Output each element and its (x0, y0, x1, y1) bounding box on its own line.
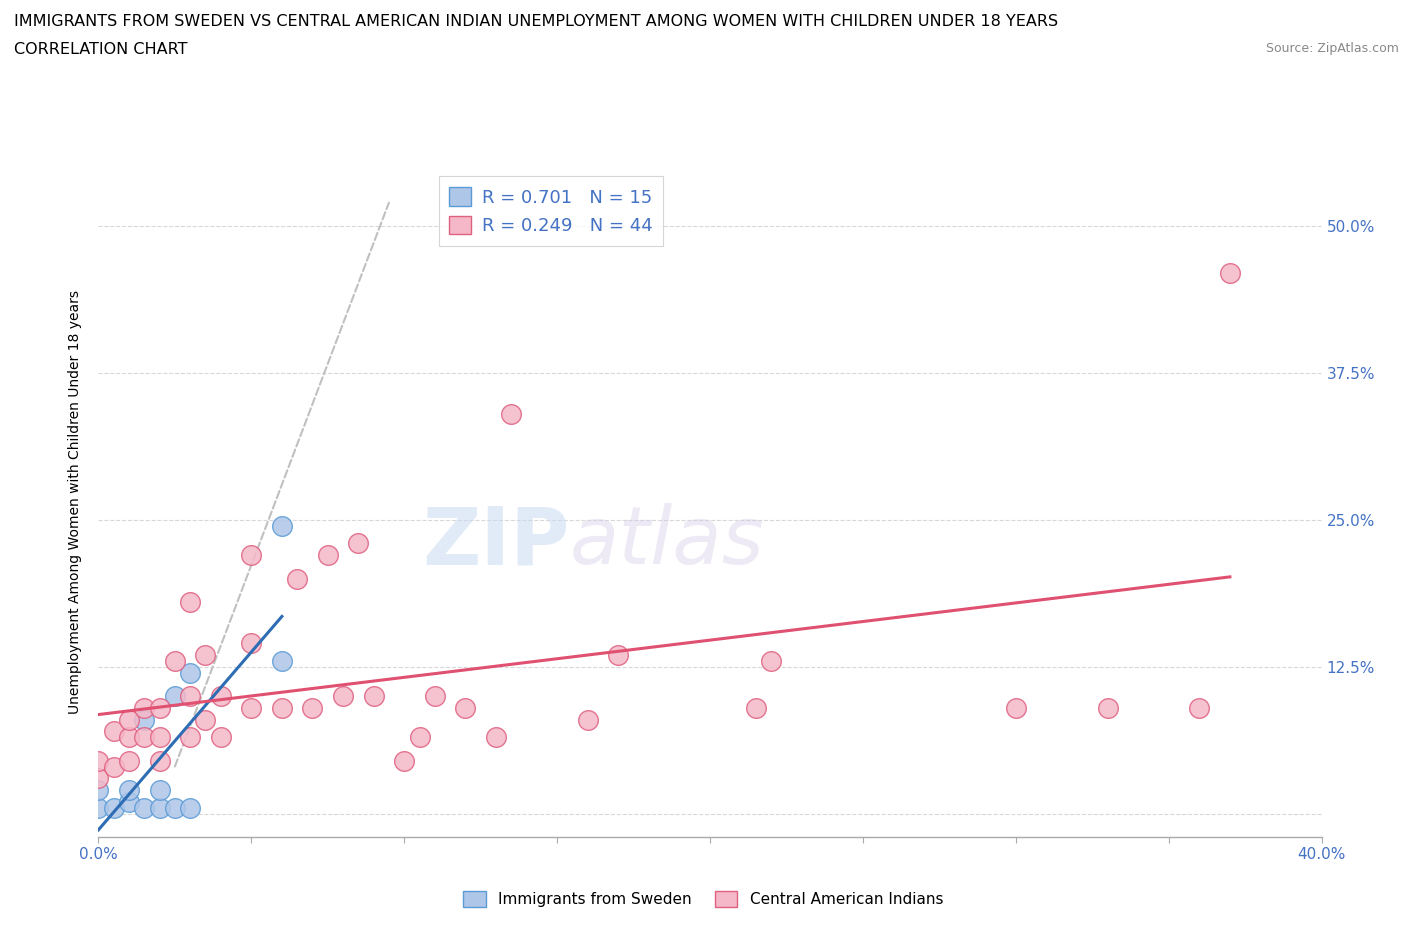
Point (87, 771, 110, 786)
Point (149, 753, 172, 768)
Point (179, 688, 201, 703)
Point (87, 753, 110, 768)
Legend: R = 0.701   N = 15, R = 0.249   N = 44: R = 0.701 N = 15, R = 0.249 N = 44 (439, 177, 664, 246)
Point (392, 753, 416, 768)
Point (134, 700, 156, 715)
Point (347, 536, 370, 551)
Point (408, 730, 430, 745)
Point (134, 730, 156, 745)
Point (270, 654, 292, 669)
Text: ZIP: ZIP (422, 503, 569, 581)
Point (163, 688, 186, 703)
Point (118, 782, 141, 797)
Point (103, 800, 125, 815)
Point (363, 688, 385, 703)
Point (118, 730, 141, 745)
Point (134, 712, 156, 727)
Point (332, 688, 354, 703)
Text: atlas: atlas (569, 503, 763, 581)
Text: IMMIGRANTS FROM SWEDEN VS CENTRAL AMERICAN INDIAN UNEMPLOYMENT AMONG WOMEN WITH : IMMIGRANTS FROM SWEDEN VS CENTRAL AMERIC… (14, 14, 1059, 29)
Point (87, 800, 110, 815)
Point (1097, 700, 1119, 715)
Point (454, 700, 477, 715)
Point (194, 712, 217, 727)
Point (149, 800, 172, 815)
Point (179, 594, 201, 609)
Point (301, 700, 323, 715)
Point (87, 782, 110, 797)
Point (163, 800, 186, 815)
Point (149, 700, 172, 715)
Point (118, 753, 141, 768)
Point (194, 647, 217, 662)
Point (1219, 266, 1241, 281)
Text: Source: ZipAtlas.com: Source: ZipAtlas.com (1265, 42, 1399, 55)
Point (576, 712, 599, 727)
Point (103, 724, 125, 738)
Point (1004, 700, 1026, 715)
Legend: Immigrants from Sweden, Central American Indians: Immigrants from Sweden, Central American… (457, 884, 949, 913)
Point (270, 700, 292, 715)
Point (485, 730, 508, 745)
Point (179, 665, 201, 680)
Point (118, 794, 141, 809)
Point (745, 700, 768, 715)
Point (179, 800, 201, 815)
Point (103, 759, 125, 774)
Point (316, 548, 339, 563)
Point (270, 518, 292, 533)
Point (240, 636, 263, 651)
Point (501, 406, 523, 421)
Point (1188, 700, 1211, 715)
Point (285, 571, 308, 586)
Point (134, 800, 156, 815)
Y-axis label: Unemployment Among Women with Children Under 18 years: Unemployment Among Women with Children U… (69, 290, 83, 714)
Point (179, 730, 201, 745)
Point (240, 548, 263, 563)
Point (209, 730, 232, 745)
Point (240, 700, 263, 715)
Point (759, 654, 782, 669)
Point (118, 712, 141, 727)
Point (209, 688, 232, 703)
Point (149, 782, 172, 797)
Point (423, 688, 446, 703)
Point (607, 647, 630, 662)
Point (163, 654, 186, 669)
Text: CORRELATION CHART: CORRELATION CHART (14, 42, 187, 57)
Point (149, 730, 172, 745)
